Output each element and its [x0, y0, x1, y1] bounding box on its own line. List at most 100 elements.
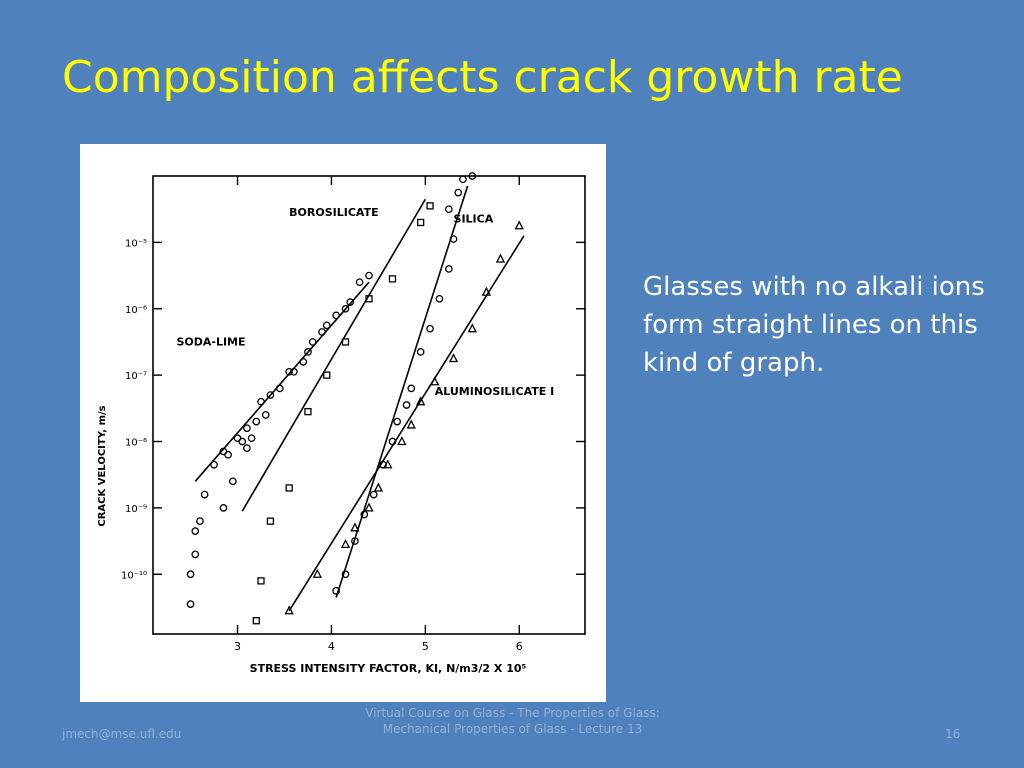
data-point-borosilicate	[417, 218, 425, 227]
data-point-soda-lime	[196, 517, 204, 526]
x-axis-label: STRESS INTENSITY FACTOR, KI, N/m3/2 X 10…	[250, 662, 527, 675]
y-tick-label: 10⁻¹⁰	[121, 570, 147, 581]
footer-email: jmech@mse.ufl.edu	[62, 727, 182, 741]
slide-body-text: Glasses with no alkali ions form straigh…	[643, 272, 985, 378]
data-point-soda-lime	[200, 490, 209, 499]
data-point-aluminosilicate-i	[406, 419, 416, 429]
data-point-silica	[449, 235, 458, 243]
data-point-silica	[369, 490, 378, 499]
data-point-silica	[459, 175, 467, 184]
data-point-soda-lime	[341, 304, 350, 313]
data-point-borosilicate	[323, 371, 331, 379]
data-point-silica	[332, 587, 340, 595]
data-point-soda-lime	[186, 600, 195, 608]
data-point-aluminosilicate-i	[383, 459, 393, 469]
data-point-aluminosilicate-i	[397, 436, 407, 446]
crack-velocity-chart: CRACK VELOCITY, m/s STRESS INTENSITY FAC…	[97, 172, 586, 675]
data-point-soda-lime	[243, 444, 251, 452]
fit-line-borosilicate	[241, 198, 427, 512]
data-point-aluminosilicate-i	[495, 253, 506, 263]
data-point-soda-lime	[228, 477, 237, 486]
data-point-aluminosilicate-i	[467, 323, 477, 333]
data-point-borosilicate	[304, 407, 312, 416]
y-tick-label: 10⁻⁵	[125, 238, 147, 249]
data-point-soda-lime	[210, 460, 218, 469]
data-point-soda-lime	[355, 278, 364, 287]
x-tick-label: 4	[328, 640, 335, 653]
data-point-soda-lime	[247, 434, 256, 443]
data-point-silica	[388, 437, 397, 446]
data-point-soda-lime	[285, 367, 294, 376]
x-tick-label: 6	[516, 640, 523, 653]
data-point-silica	[444, 205, 453, 214]
data-point-aluminosilicate-i	[340, 538, 351, 549]
fit-line-soda-lime	[194, 281, 370, 482]
data-point-borosilicate	[388, 275, 397, 283]
data-point-soda-lime	[365, 271, 373, 280]
series-annotation: BOROSILICATE	[289, 206, 378, 219]
data-point-soda-lime	[224, 450, 232, 459]
data-point-silica	[416, 348, 425, 356]
fit-line-aluminosilicate-i	[288, 235, 525, 612]
data-point-borosilicate	[341, 338, 350, 346]
data-point-silica	[360, 510, 369, 519]
data-point-borosilicate	[426, 202, 434, 210]
data-point-silica	[393, 417, 402, 426]
series-annotation: SILICA	[454, 212, 494, 225]
data-point-silica	[426, 324, 434, 333]
data-point-soda-lime	[290, 367, 298, 376]
data-point-soda-lime	[243, 424, 251, 433]
data-point-silica	[435, 294, 444, 303]
data-point-aluminosilicate-i	[350, 522, 360, 532]
data-point-soda-lime	[304, 348, 312, 356]
data-point-aluminosilicate-i	[514, 220, 524, 230]
y-tick-label: 10⁻⁸	[125, 438, 147, 449]
data-point-soda-lime	[318, 328, 326, 336]
data-point-soda-lime	[299, 358, 308, 366]
chart-figure: CRACK VELOCITY, m/s STRESS INTENSITY FAC…	[80, 144, 606, 702]
data-point-borosilicate	[285, 484, 293, 492]
data-point-soda-lime	[308, 338, 317, 346]
data-point-silica	[444, 265, 453, 273]
data-point-silica	[407, 384, 416, 393]
slide-title: Composition affects crack growth rate	[62, 52, 903, 103]
data-point-soda-lime	[252, 417, 261, 426]
data-point-silica	[402, 401, 411, 409]
data-point-silica	[468, 172, 477, 180]
data-point-borosilicate	[365, 295, 373, 303]
data-point-soda-lime	[346, 298, 355, 306]
data-point-soda-lime	[238, 437, 247, 446]
y-axis-label: CRACK VELOCITY, m/s	[97, 405, 108, 526]
y-tick-label: 10⁻⁷	[125, 371, 147, 382]
data-point-aluminosilicate-i	[430, 376, 440, 386]
data-point-soda-lime	[191, 550, 200, 559]
data-point-silica	[351, 537, 359, 545]
data-point-aluminosilicate-i	[481, 286, 492, 296]
data-point-silica	[341, 570, 350, 579]
data-point-silica	[454, 188, 463, 197]
data-point-soda-lime	[322, 321, 331, 330]
plot-frame	[152, 175, 586, 635]
data-point-aluminosilicate-i	[448, 353, 459, 363]
data-point-aluminosilicate-i	[312, 568, 323, 578]
series-annotation: SODA-LIME	[176, 335, 245, 348]
footer-page-number: 16	[945, 727, 961, 741]
data-point-soda-lime	[219, 504, 228, 512]
data-point-soda-lime	[266, 391, 275, 399]
data-point-aluminosilicate-i	[415, 396, 426, 406]
data-point-soda-lime	[257, 397, 265, 406]
data-point-soda-lime	[332, 311, 340, 320]
data-point-soda-lime	[186, 570, 195, 579]
data-point-aluminosilicate-i	[373, 482, 384, 492]
data-point-soda-lime	[191, 527, 200, 535]
data-point-borosilicate	[266, 517, 275, 525]
footer-course-title: Virtual Course on Glass - The Properties…	[365, 706, 660, 736]
data-point-aluminosilicate-i	[284, 605, 294, 615]
data-point-aluminosilicate-i	[364, 502, 374, 512]
data-point-borosilicate	[252, 617, 260, 625]
x-tick-label: 3	[234, 640, 241, 653]
x-tick-label: 5	[422, 640, 429, 653]
data-point-borosilicate	[257, 577, 265, 585]
data-point-soda-lime	[261, 411, 270, 419]
data-point-soda-lime	[275, 384, 284, 393]
